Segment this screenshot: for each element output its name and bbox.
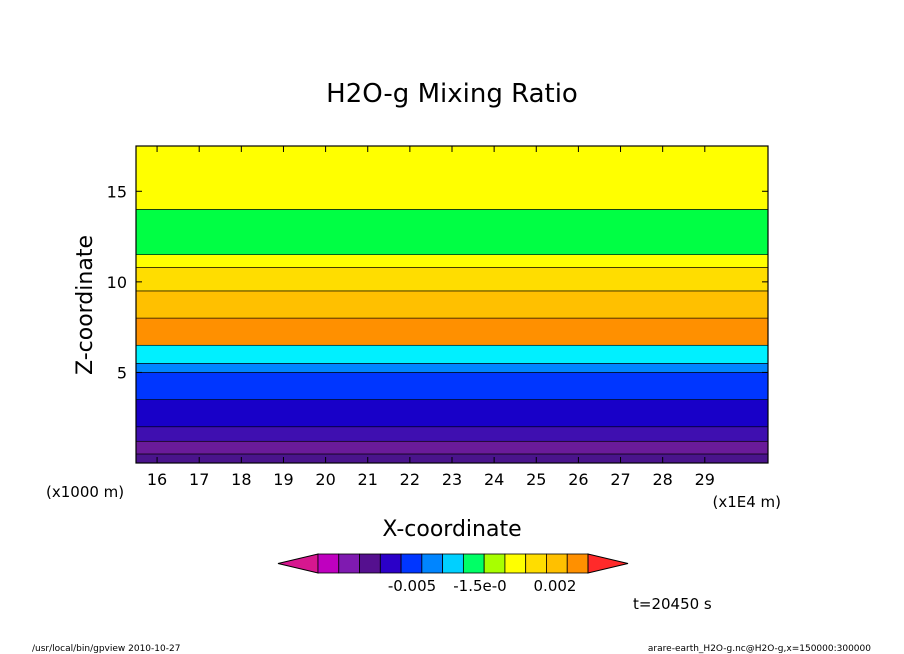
plot-area	[136, 146, 768, 463]
colorbar-segment	[400, 553, 423, 574]
x-axis-label: X-coordinate	[382, 517, 521, 542]
x-tick-label: 26	[568, 470, 588, 489]
x-tick-label: 25	[526, 470, 546, 489]
band-green	[136, 209, 768, 255]
x-tick-label: 24	[484, 470, 504, 489]
x-tick-label: 16	[147, 470, 167, 489]
colorbar-segment	[338, 553, 360, 574]
colorbar-segment	[546, 553, 568, 574]
x-tick-label: 18	[231, 470, 251, 489]
x-tick-label: 17	[189, 470, 209, 489]
y-tick-label: 15	[107, 182, 127, 201]
band-yellow-top	[136, 146, 768, 210]
colorbar-label: 0.002	[534, 577, 577, 595]
colorbar-segment	[566, 553, 589, 574]
colorbar-segment	[525, 553, 547, 574]
footer-right: arare-earth_H2O-g.nc@H2O-g,x=150000:3000…	[648, 644, 871, 654]
band-dark-blue	[136, 399, 768, 428]
x-tick-label: 23	[442, 470, 462, 489]
band-light-orange	[136, 290, 768, 319]
colorbar-label: -0.005	[388, 577, 436, 595]
x-tick-label: 20	[315, 470, 335, 489]
band-purple	[136, 440, 768, 455]
band-cyan	[136, 344, 768, 364]
y-tick-label: 10	[107, 273, 127, 292]
footer-left: /usr/local/bin/gpview 2010-10-27	[32, 644, 180, 654]
colorbar: -0.005 -1.5e-0 0.002	[277, 553, 629, 595]
x-unit-left: (x1000 m)	[46, 483, 124, 501]
colorbar-segment	[483, 553, 506, 574]
x-unit-right: (x1E4 m)	[712, 493, 781, 511]
colorbar-segment	[379, 553, 402, 574]
band-violet	[136, 426, 768, 442]
y-axis: 5 10 15	[107, 182, 768, 382]
colorbar-segment	[317, 553, 340, 574]
x-tick-label: 21	[358, 470, 378, 489]
colorbar-segment	[504, 553, 527, 574]
colorbar-label: -1.5e-0	[453, 577, 506, 595]
band-yellow-low	[136, 254, 768, 268]
colorbar-segment	[421, 553, 444, 574]
band-gold	[136, 267, 768, 292]
band-blue	[136, 372, 768, 400]
x-tick-label: 19	[273, 470, 293, 489]
x-tick-label: 22	[400, 470, 420, 489]
chart-title: H2O-g Mixing Ratio	[326, 79, 578, 109]
colorbar-arrow-left	[277, 553, 319, 574]
colorbar-segment	[359, 553, 381, 574]
band-orange	[136, 317, 768, 346]
band-light-blue	[136, 363, 768, 373]
x-tick-label: 27	[610, 470, 630, 489]
colorbar-arrow-right	[587, 553, 629, 574]
y-tick-label: 5	[117, 363, 127, 382]
x-axis: 16 17 18 19 20 21 22 23 24 25 26 27 28 29	[147, 146, 715, 489]
x-tick-label: 28	[652, 470, 672, 489]
x-tick-label: 29	[695, 470, 715, 489]
colorbar-segment	[462, 553, 485, 574]
time-label: t=20450 s	[633, 595, 712, 613]
y-axis-label: Z-coordinate	[73, 235, 98, 375]
colorbar-segment	[442, 553, 464, 574]
